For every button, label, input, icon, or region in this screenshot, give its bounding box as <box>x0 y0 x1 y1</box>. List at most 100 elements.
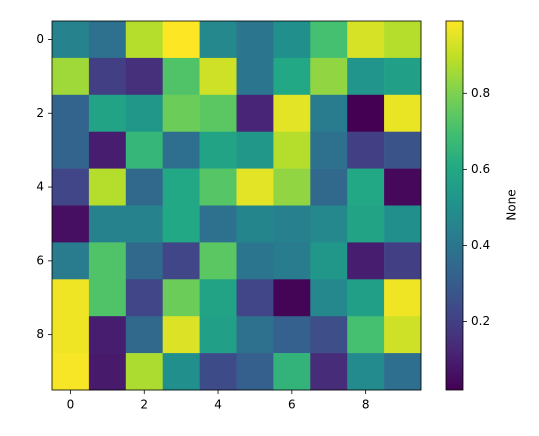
x-tick-label: 2 <box>140 398 148 412</box>
heatmap-cell <box>162 279 200 317</box>
heatmap-cell <box>236 94 274 132</box>
colorbar-tick-label: 0.4 <box>471 238 490 252</box>
heatmap-cell <box>273 21 311 59</box>
heatmap-cell <box>52 94 90 132</box>
heatmap-cell <box>347 21 385 59</box>
heatmap-cell <box>199 131 237 169</box>
heatmap-cell <box>52 242 90 280</box>
heatmap-cell <box>199 57 237 96</box>
heatmap-cell <box>125 205 163 243</box>
x-tick-label: 6 <box>288 398 296 412</box>
heatmap-cell <box>384 94 422 132</box>
colorbar-tick-label: 0.8 <box>471 86 490 100</box>
heatmap-cell <box>52 168 90 206</box>
heatmap-cell <box>236 131 274 169</box>
heatmap-cell <box>347 316 385 354</box>
heatmap-cell <box>199 168 237 206</box>
heatmap-cell <box>273 353 311 391</box>
heatmap-cell <box>162 316 200 354</box>
heatmap-cell <box>384 353 422 391</box>
heatmap-cell <box>88 353 127 391</box>
heatmap-cell <box>88 279 127 317</box>
heatmap-cell <box>236 57 274 96</box>
heatmap-cell <box>88 94 127 132</box>
heatmap-cell <box>125 168 163 206</box>
heatmap-cell <box>162 21 200 59</box>
heatmap-cell <box>347 168 385 206</box>
heatmap-cell <box>273 57 311 96</box>
heatmap-cell <box>162 168 200 206</box>
heatmap-cell <box>273 131 311 169</box>
heatmap-cell <box>199 279 237 317</box>
heatmap-cell <box>125 131 163 169</box>
x-tick-label: 0 <box>67 398 75 412</box>
heatmap-cell <box>125 94 163 132</box>
heatmap-cell <box>88 168 127 206</box>
heatmap-cell <box>88 57 127 96</box>
plot-frame <box>51 20 422 391</box>
heatmap-cell <box>199 21 237 59</box>
heatmap-cell <box>236 353 274 391</box>
heatmap-cell <box>236 316 274 354</box>
heatmap-cell <box>88 131 127 169</box>
heatmap-cell <box>199 205 237 243</box>
heatmap-cell <box>310 205 348 243</box>
heatmap-cell <box>162 57 200 96</box>
heatmap-cell <box>52 57 90 96</box>
heatmap-cell <box>347 94 385 132</box>
colorbar-label: None <box>505 189 519 220</box>
heatmap-cell <box>88 205 127 243</box>
colorbar <box>445 20 464 391</box>
heatmap-cell <box>310 168 348 206</box>
x-tick-label: 8 <box>362 398 370 412</box>
heatmap-cell <box>162 353 200 391</box>
heatmap-cell <box>384 242 422 280</box>
heatmap-cell <box>273 279 311 317</box>
heatmap-cell <box>273 94 311 132</box>
y-tick-label: 8 <box>36 327 44 341</box>
heatmap-cell <box>347 205 385 243</box>
heatmap-cell <box>310 21 348 59</box>
heatmap-cell <box>125 353 163 391</box>
heatmap-cell <box>236 21 274 59</box>
heatmap-cell <box>52 353 90 391</box>
heatmap-cell <box>273 242 311 280</box>
heatmap-cell <box>310 131 348 169</box>
x-tick-label: 4 <box>214 398 222 412</box>
heatmap-cell <box>236 205 274 243</box>
heatmap-cell <box>125 242 163 280</box>
heatmap-cell <box>310 242 348 280</box>
heatmap-cell <box>347 57 385 96</box>
colorbar-tick-label: 0.2 <box>471 314 490 328</box>
heatmap-cell <box>88 316 127 354</box>
heatmap-cell <box>52 131 90 169</box>
heatmap-cell <box>199 242 237 280</box>
heatmap-cell <box>273 168 311 206</box>
heatmap-cell <box>236 168 274 206</box>
heatmap-cell <box>347 353 385 391</box>
heatmap-cell <box>199 94 237 132</box>
y-tick-label: 2 <box>36 106 44 120</box>
heatmap-cell <box>236 242 274 280</box>
y-tick-label: 6 <box>36 253 44 267</box>
y-tick-label: 4 <box>36 180 44 194</box>
heatmap-cell <box>384 168 422 206</box>
heatmap-cell <box>162 242 200 280</box>
heatmap-cell <box>236 279 274 317</box>
heatmap-cell <box>310 57 348 96</box>
heatmap-cell <box>273 205 311 243</box>
heatmap-cell <box>125 21 163 59</box>
heatmap-cell <box>384 316 422 354</box>
heatmap-cell <box>52 279 90 317</box>
heatmap-cell <box>199 316 237 354</box>
heatmap-cell <box>88 21 127 59</box>
heatmap-cell <box>310 94 348 132</box>
heatmap-cell <box>162 94 200 132</box>
heatmap-cell <box>347 131 385 169</box>
heatmap-cell <box>125 279 163 317</box>
heatmap-cell <box>310 279 348 317</box>
heatmap-cell <box>384 21 422 59</box>
heatmap-cell <box>52 205 90 243</box>
heatmap-cell <box>199 353 237 391</box>
